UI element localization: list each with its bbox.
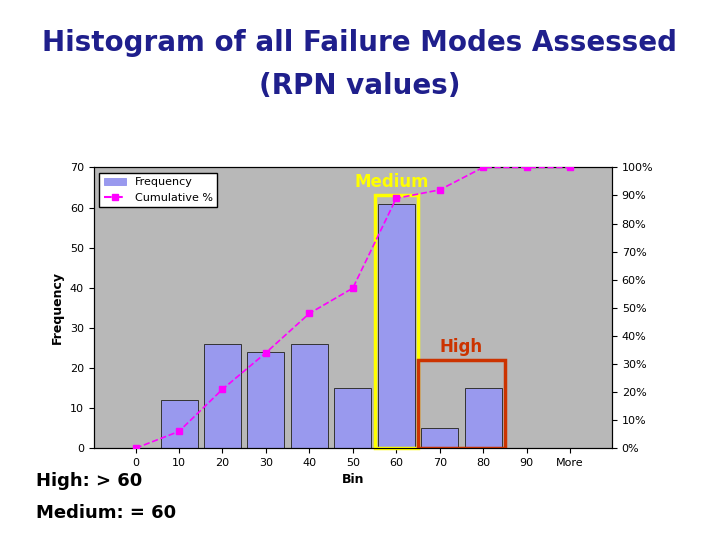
Bar (204, 344, 241, 448)
Text: Medium: Medium (355, 173, 429, 192)
Bar (421, 428, 458, 448)
Bar (418, 360, 505, 448)
Bar (291, 344, 328, 448)
Text: Histogram of all Failure Modes Assessed: Histogram of all Failure Modes Assessed (42, 29, 678, 57)
Bar (248, 352, 284, 448)
Text: High: > 60: High: > 60 (36, 472, 143, 490)
Text: (RPN values): (RPN values) (259, 72, 461, 100)
Bar (378, 204, 415, 448)
Bar (334, 388, 372, 448)
Text: Medium: = 60: Medium: = 60 (36, 504, 176, 522)
Legend: Frequency, Cumulative %: Frequency, Cumulative % (99, 173, 217, 207)
Y-axis label: Frequency: Frequency (51, 271, 64, 345)
Text: High: High (440, 338, 483, 356)
Bar (464, 388, 502, 448)
X-axis label: Bin: Bin (341, 474, 364, 487)
Bar (161, 400, 197, 448)
Bar (374, 195, 418, 448)
